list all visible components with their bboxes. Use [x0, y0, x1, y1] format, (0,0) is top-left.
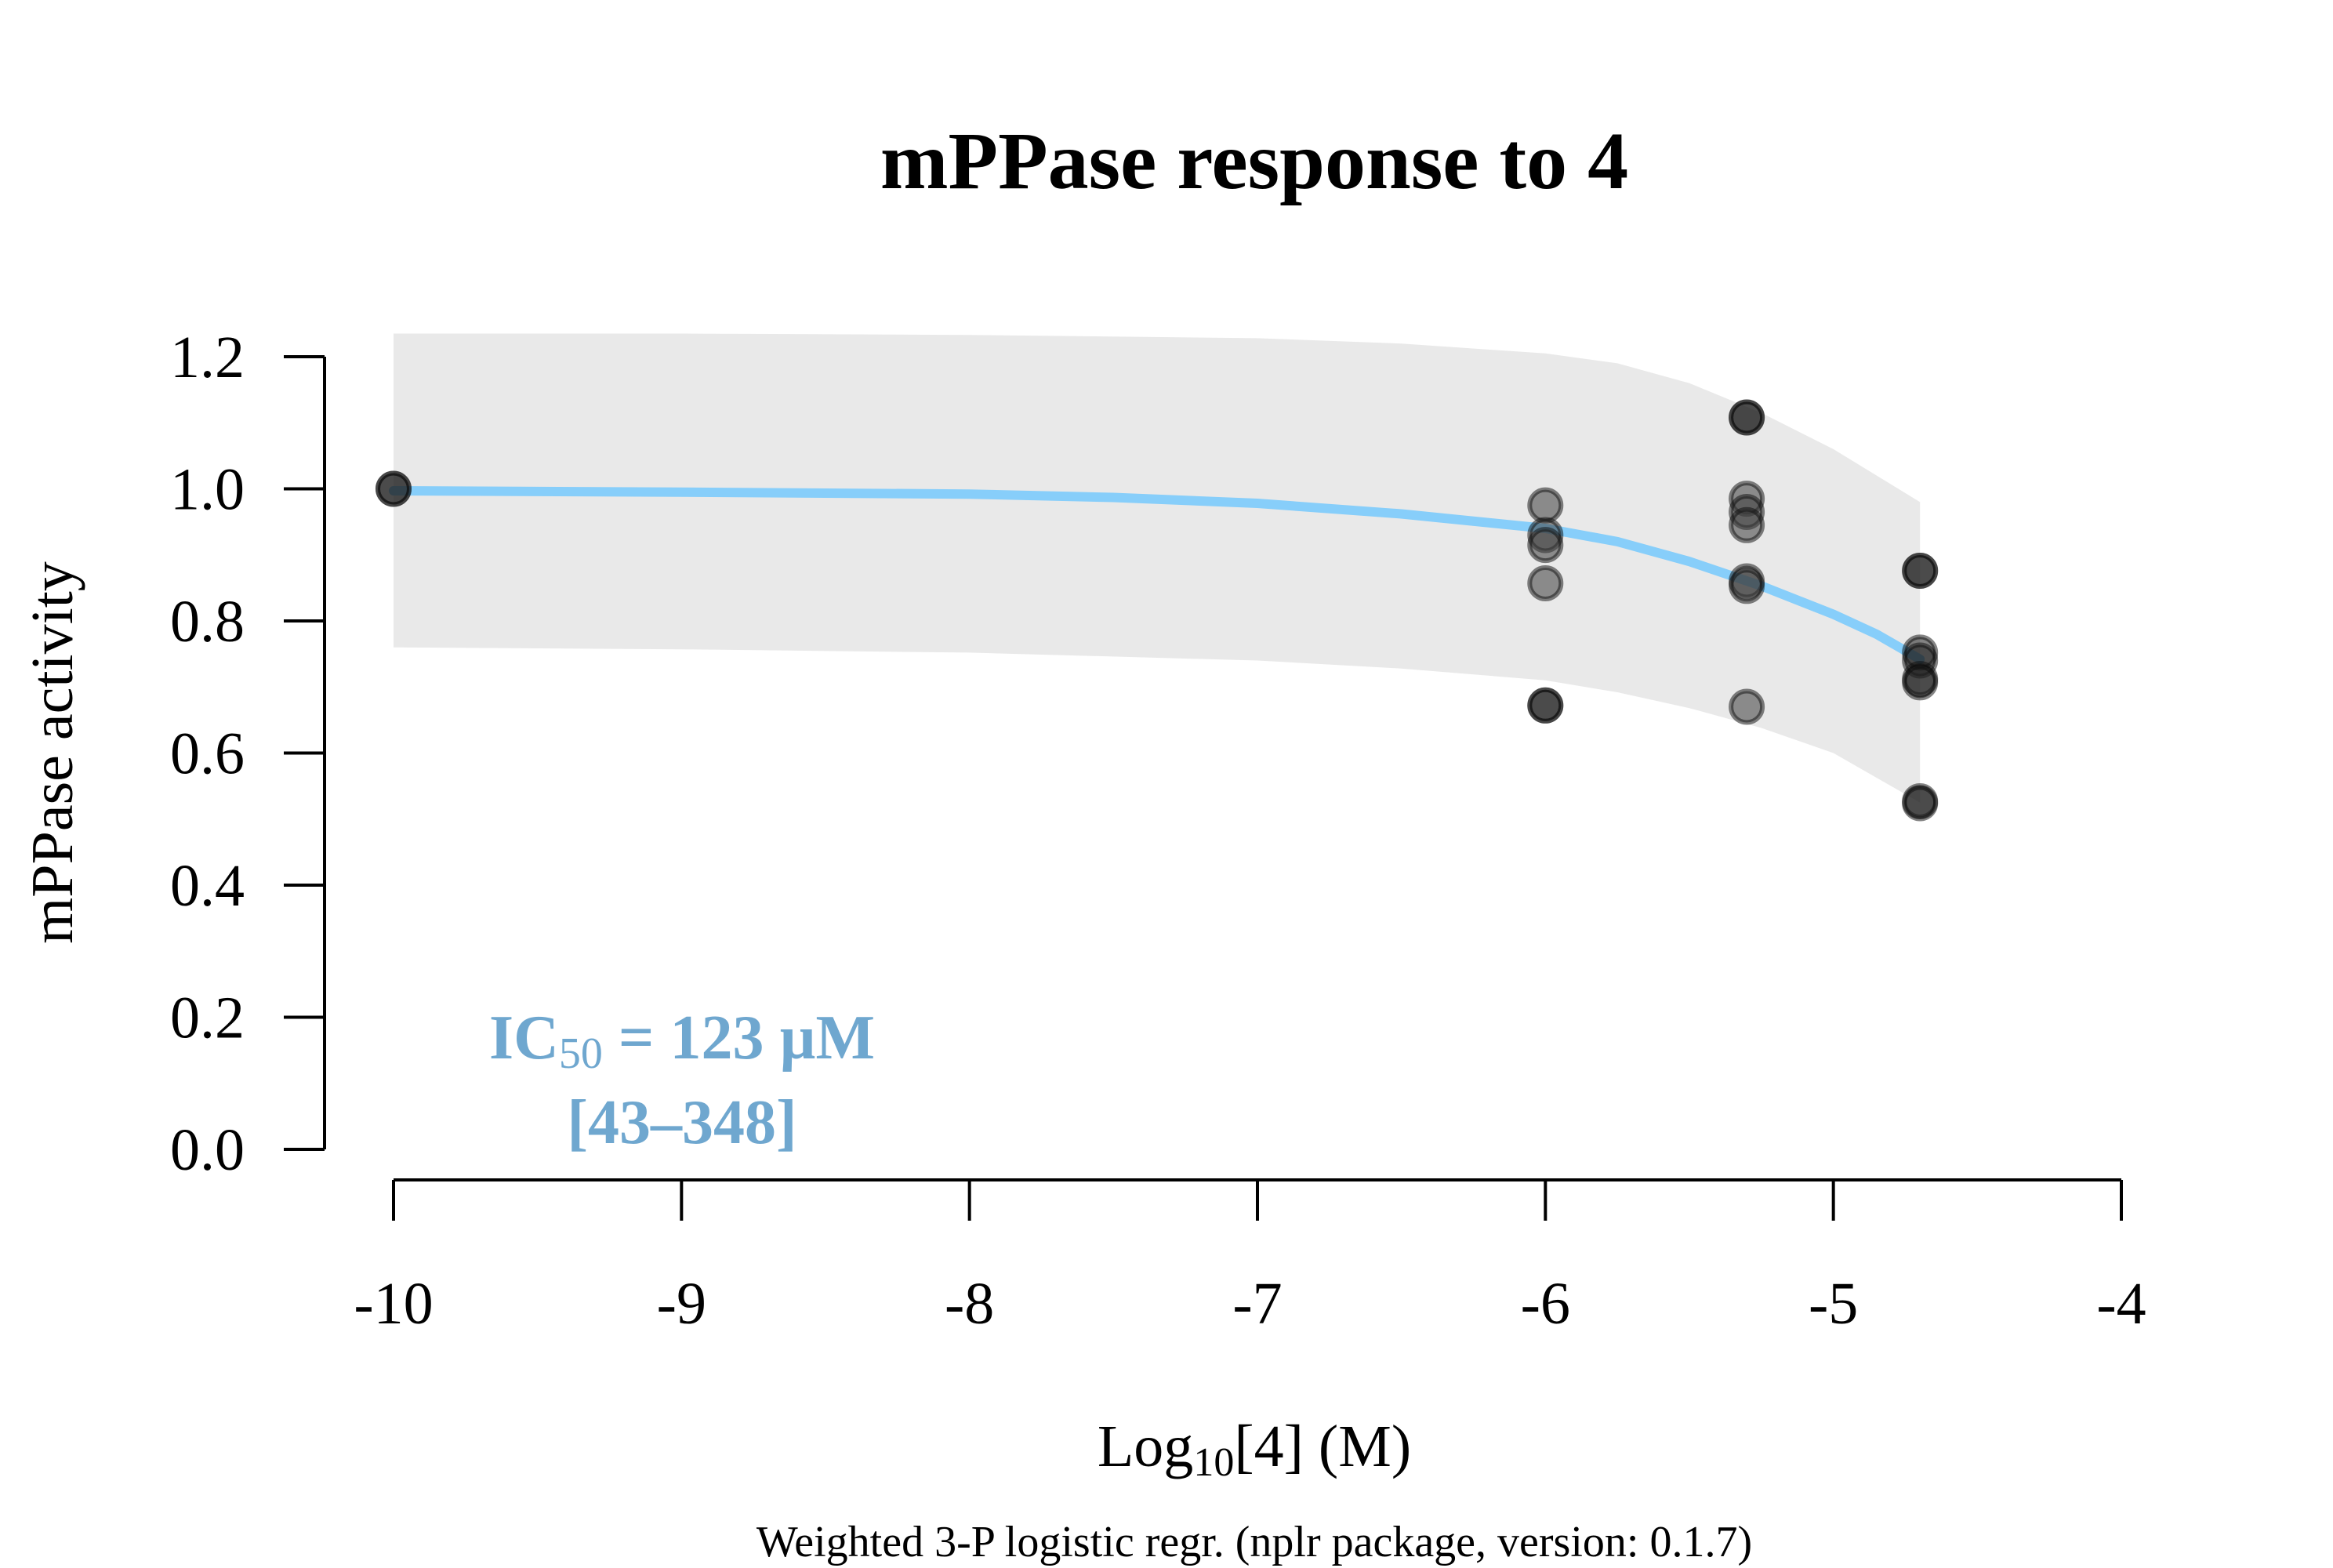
x-axis: -10 -9 -8 -7 -6 -5 -4 — [354, 1178, 2146, 1337]
data-point — [1902, 553, 1939, 589]
data-point — [1902, 664, 1939, 701]
ic50-confidence-interval: [43–348] — [567, 1088, 796, 1157]
data-point — [1527, 487, 1564, 524]
y-axis: 0.0 0.2 0.4 0.6 0.8 1.0 1.2 — [170, 325, 326, 1183]
data-point — [1527, 687, 1564, 724]
x-axis-label-prefix: Log — [1098, 1414, 1193, 1479]
data-points-layer — [376, 399, 1939, 822]
data-point — [1729, 688, 1765, 725]
x-tick-label: -6 — [1521, 1271, 1570, 1337]
ic50-subscript: 50 — [559, 1029, 603, 1078]
y-tick-label: 0.0 — [170, 1117, 245, 1183]
x-axis-label: Log10[4] (M) — [1098, 1414, 1411, 1485]
data-point — [1902, 785, 1939, 822]
y-tick-label: 0.6 — [170, 721, 245, 787]
data-point — [1527, 565, 1564, 601]
data-point — [1527, 527, 1564, 564]
ic50-prefix: IC — [489, 1004, 559, 1073]
y-tick-label: 0.4 — [170, 853, 245, 919]
x-tick-label: -10 — [354, 1271, 433, 1337]
y-axis-label: mPPase activity — [20, 561, 85, 944]
confidence-band-layer — [394, 333, 1921, 803]
ic50-annotation: IC50 = 123 µM — [489, 1004, 875, 1078]
data-point — [1729, 568, 1765, 604]
x-tick-label: -9 — [657, 1271, 706, 1337]
x-axis-label-subscript: 10 — [1193, 1440, 1234, 1485]
confidence-band — [394, 333, 1921, 803]
x-tick-label: -4 — [2096, 1271, 2146, 1337]
model-footnote: Weighted 3-P logistic regr. (nplr packag… — [757, 1518, 1752, 1566]
data-point — [1729, 399, 1765, 436]
x-tick-label: -7 — [1232, 1271, 1282, 1337]
y-tick-label: 1.0 — [170, 457, 245, 523]
x-tick-label: -8 — [945, 1271, 994, 1337]
y-tick-label: 0.2 — [170, 985, 245, 1051]
data-point — [376, 470, 412, 507]
chart-title: mPPase response to 4 — [880, 116, 1628, 206]
ic50-value: = 123 µM — [603, 1004, 875, 1073]
y-tick-label: 0.8 — [170, 589, 245, 655]
data-point — [1729, 506, 1765, 543]
x-tick-label: -5 — [1809, 1271, 1858, 1337]
x-axis-label-suffix: [4] (M) — [1234, 1414, 1411, 1479]
y-tick-label: 1.2 — [170, 325, 245, 390]
